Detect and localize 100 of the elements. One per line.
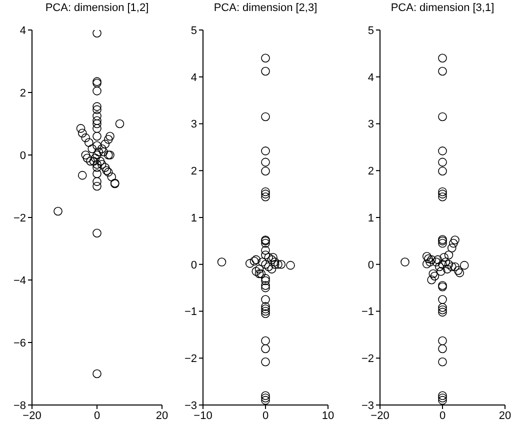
y-tick-label: 4 <box>20 24 26 37</box>
point <box>438 66 447 76</box>
point <box>428 269 438 278</box>
y-tick-label: −1 <box>361 306 374 318</box>
x-tick-label: −20 <box>22 410 42 422</box>
point <box>261 158 270 167</box>
y-tick-label: 0 <box>368 259 374 272</box>
point <box>426 258 434 266</box>
point <box>92 160 102 169</box>
point <box>261 302 270 311</box>
point <box>78 128 87 138</box>
point <box>274 260 282 269</box>
y-tick-label: −3 <box>184 400 197 412</box>
point <box>92 119 102 128</box>
point <box>449 238 458 248</box>
point <box>254 264 264 274</box>
x-tick-label: −10 <box>194 410 212 422</box>
y-tick-label: 3 <box>368 118 374 131</box>
point <box>261 260 270 269</box>
point <box>261 238 270 248</box>
point <box>92 77 102 86</box>
point <box>92 132 102 141</box>
point <box>97 144 106 154</box>
point <box>261 276 270 286</box>
point <box>261 394 270 402</box>
point <box>438 54 447 63</box>
point <box>92 141 102 150</box>
point <box>106 132 114 141</box>
point <box>97 160 106 169</box>
point <box>438 192 447 202</box>
point <box>442 264 452 274</box>
point <box>258 258 267 266</box>
point <box>261 283 270 292</box>
point <box>438 396 447 405</box>
y-tick-label: −4 <box>13 274 26 287</box>
point <box>89 156 98 166</box>
y-tick-label: −3 <box>361 400 374 412</box>
y-tick-label: −2 <box>13 212 26 224</box>
point <box>92 116 102 126</box>
y-tick-label: 5 <box>368 24 374 37</box>
chart-title: PCA: dimension [1,2] <box>44 2 150 14</box>
chart-title: PCA: dimension [3,1] <box>390 2 496 14</box>
point <box>438 394 447 402</box>
point <box>92 102 102 111</box>
point <box>81 150 90 160</box>
point <box>454 266 463 275</box>
point <box>438 146 447 156</box>
point <box>261 344 270 354</box>
point <box>422 260 432 268</box>
point <box>261 192 270 202</box>
point <box>438 238 447 248</box>
point <box>96 156 105 166</box>
y-tick-label: 2 <box>20 87 26 100</box>
point <box>254 269 264 278</box>
y-tick-label: 2 <box>368 166 374 178</box>
point <box>276 260 286 269</box>
point <box>440 252 448 262</box>
point <box>92 86 102 96</box>
point <box>92 369 102 378</box>
point <box>252 267 261 276</box>
point <box>450 262 460 272</box>
point <box>432 258 441 266</box>
point <box>88 144 97 154</box>
y-tick-label: 4 <box>368 72 374 84</box>
point <box>99 147 108 156</box>
point <box>424 254 433 264</box>
x-tick-label: 0 <box>262 410 269 422</box>
point <box>433 255 442 264</box>
point <box>94 147 104 156</box>
point <box>430 272 440 280</box>
point <box>270 260 280 269</box>
point <box>261 304 270 314</box>
point <box>92 30 102 38</box>
point <box>427 255 436 264</box>
point <box>261 112 270 122</box>
point <box>261 295 270 304</box>
point <box>438 260 447 269</box>
point <box>86 156 95 166</box>
point <box>104 150 113 160</box>
point <box>434 262 444 272</box>
point <box>217 258 226 266</box>
point <box>261 357 270 366</box>
point <box>82 154 92 163</box>
point <box>92 150 102 160</box>
point <box>261 190 270 198</box>
x-tick-label: 10 <box>322 410 334 422</box>
y-tick-label: −8 <box>13 400 26 412</box>
point <box>261 187 270 196</box>
point <box>92 163 102 172</box>
point <box>460 260 469 270</box>
point <box>261 146 270 156</box>
point <box>104 134 113 144</box>
point <box>92 124 102 133</box>
point <box>92 105 102 114</box>
x-tick-label: −20 <box>370 410 390 422</box>
point <box>444 260 454 269</box>
point <box>92 177 102 186</box>
point <box>261 54 270 63</box>
y-tick-label: 3 <box>190 118 197 131</box>
point <box>438 187 447 196</box>
